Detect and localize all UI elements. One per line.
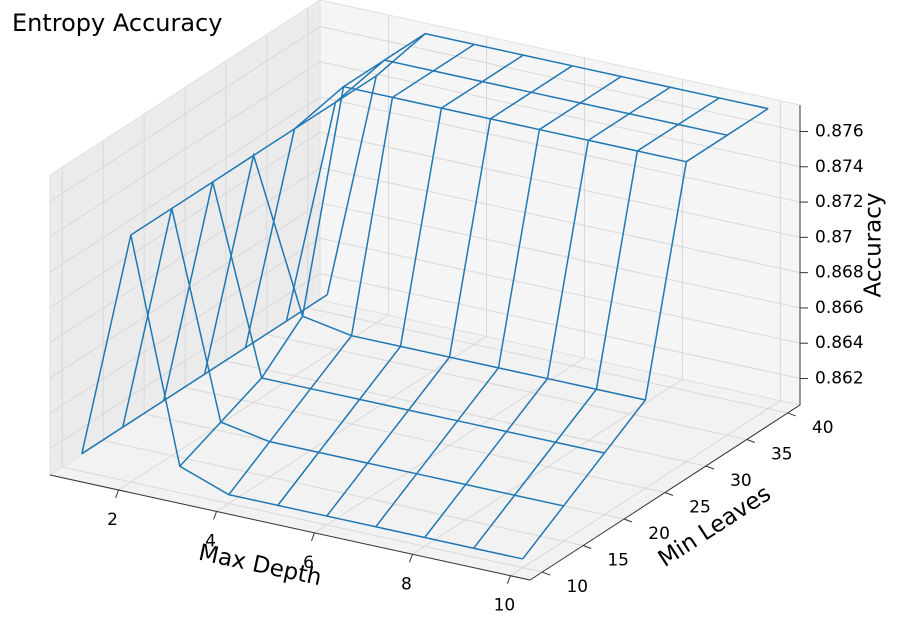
wire-row	[81, 234, 523, 560]
x-tick-label: 6	[303, 553, 314, 573]
x-tick-label: 10	[494, 596, 516, 616]
wire-column	[473, 97, 720, 549]
wire-column	[326, 65, 573, 517]
grid-line	[319, 202, 801, 309]
y-tick-label: 10	[566, 577, 588, 597]
y-tick	[746, 439, 755, 443]
wire-row	[285, 59, 728, 322]
wire-column	[81, 293, 328, 455]
y-tick	[623, 518, 633, 523]
grid-line	[49, 237, 321, 414]
z-tick-label: 0.862	[815, 369, 864, 389]
x-tick	[115, 489, 120, 499]
grid-line	[49, 61, 321, 238]
y-tick	[664, 492, 674, 496]
wire-column	[424, 86, 671, 538]
y-tick	[705, 465, 715, 470]
grid-line	[225, 360, 707, 467]
x-tick-label: 8	[401, 574, 412, 594]
wire-column	[522, 108, 769, 560]
wire-column	[277, 54, 524, 506]
grid-line	[184, 387, 666, 493]
grid-line	[319, 61, 801, 168]
x-axis-line	[49, 474, 531, 581]
y-tick-label: 15	[607, 551, 629, 571]
x-tick	[506, 575, 511, 584]
wire-column	[179, 33, 426, 467]
chart-title: Entropy Accuracy	[12, 9, 222, 37]
wire-row	[203, 152, 646, 401]
wire-row	[244, 85, 687, 348]
grid-line	[49, 167, 321, 344]
x-tick	[213, 511, 217, 520]
wire-column	[130, 75, 377, 236]
grid-line	[319, 273, 801, 380]
grid-line	[103, 440, 584, 547]
y-tick-label: 20	[648, 524, 670, 544]
y-tick	[583, 545, 592, 549]
grid-line	[49, 26, 321, 202]
y-tick-label: 40	[812, 418, 834, 438]
x-tick-label: 2	[107, 510, 118, 530]
y-tick	[542, 571, 551, 576]
y-axis-title: Min Leaves	[654, 481, 776, 573]
grid-line	[62, 466, 543, 573]
y-tick-label: 25	[689, 498, 711, 518]
wire-row	[162, 181, 605, 454]
y-tick-label: 35	[771, 444, 793, 464]
grid-line	[49, 202, 321, 379]
grid-line	[307, 307, 788, 414]
grid-line	[49, 273, 321, 449]
z-tick-label: 0.876	[815, 121, 864, 141]
x-tick-label: 4	[205, 531, 216, 551]
z-tick-label: 0.872	[815, 192, 864, 212]
x-tick	[408, 554, 413, 563]
y-tick	[787, 412, 796, 417]
z-tick-label: 0.87	[815, 227, 853, 247]
grid-line	[266, 333, 747, 440]
x-tick	[311, 532, 315, 542]
z-tick-label: 0.868	[815, 263, 864, 283]
wire-row	[122, 208, 564, 507]
z-tick-label: 0.866	[815, 298, 864, 318]
grid-line	[319, 25, 801, 132]
x-axis-title: Max Depth	[196, 540, 324, 591]
grid-line	[319, 131, 801, 238]
z-tick-label: 0.864	[815, 333, 864, 353]
z-axis-title: Accuracy	[861, 192, 887, 297]
wire-column	[375, 75, 622, 528]
y-tick-label: 30	[730, 471, 752, 491]
wire-column	[228, 43, 475, 496]
wire-row	[326, 32, 769, 295]
grid-line	[49, 131, 321, 308]
grid-line	[49, 96, 321, 273]
grid-line	[319, 237, 801, 344]
grid-line	[319, 96, 801, 203]
grid-line	[319, 167, 801, 274]
z-tick-label: 0.874	[815, 157, 864, 177]
